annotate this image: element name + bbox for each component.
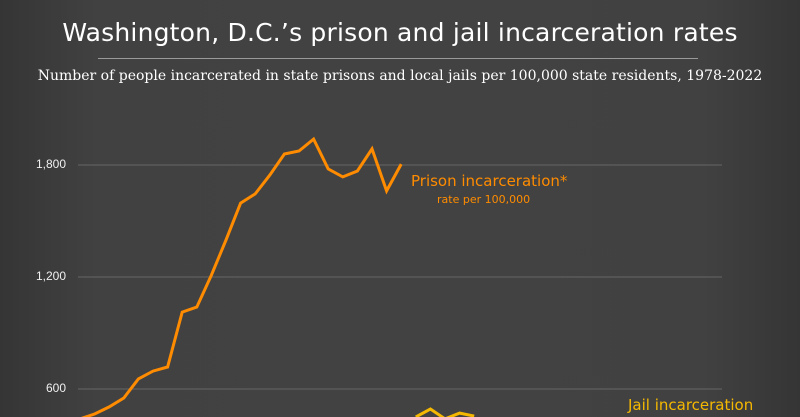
prison-rate-line	[80, 136, 403, 417]
y-tick-1800: 1,800	[35, 157, 66, 171]
title-divider	[98, 58, 698, 59]
jail-series-label: Jail incarceration	[628, 396, 754, 414]
jail-rate-line	[415, 407, 475, 417]
y-tick-600: 600	[45, 381, 66, 395]
chart-title: Washington, D.C.’s prison and jail incar…	[62, 18, 738, 47]
chart-subtitle: Number of people incarcerated in state p…	[37, 68, 763, 84]
y-tick-1200: 1,200	[35, 269, 66, 283]
prison-series-sublabel: rate per 100,000	[437, 193, 531, 206]
gridlines	[78, 164, 722, 390]
prison-series-label: Prison incarceration*	[411, 172, 568, 190]
